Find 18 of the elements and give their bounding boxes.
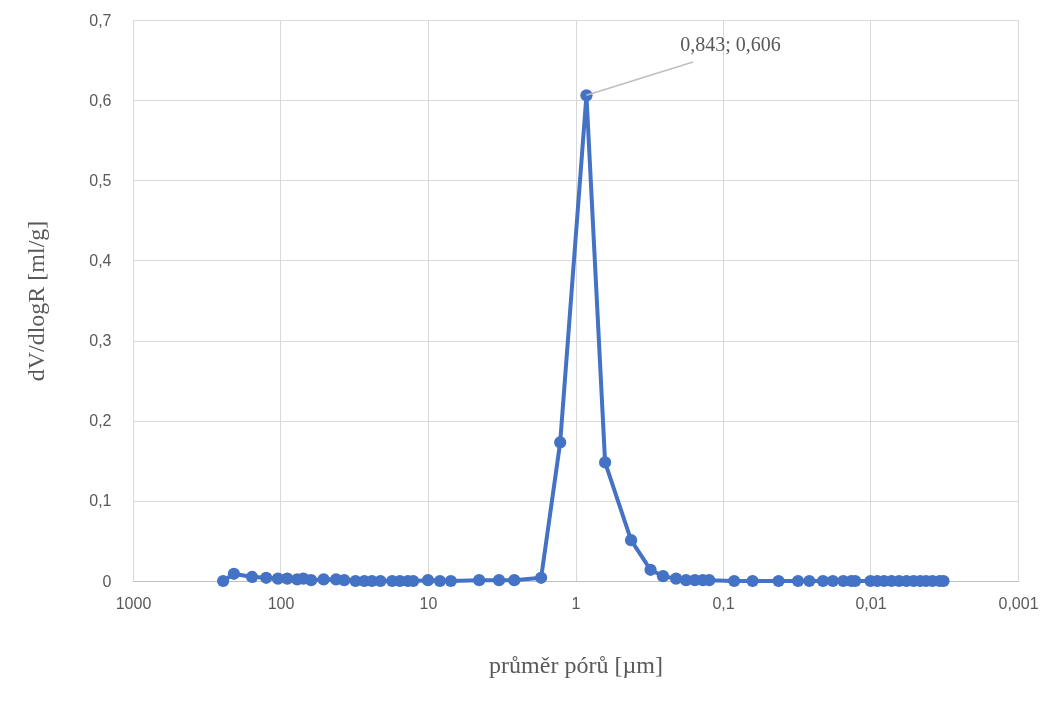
y-tick-label: 0,4 [89, 251, 112, 269]
y-axis-title: dV/dlogR [ml/g] [23, 220, 50, 382]
y-tick-label: 0,2 [89, 412, 112, 430]
annotation: 0,843; 0,606 [680, 33, 781, 56]
y-tick-label: 0,7 [89, 11, 112, 29]
y-tick-label: 0,6 [89, 91, 112, 109]
y-tick-label: 0,5 [89, 171, 112, 189]
x-tick-label: 10 [419, 594, 438, 612]
x-tick-label: 0,01 [855, 594, 887, 612]
y-tick-label: 0 [102, 572, 112, 590]
x-tick-label: 100 [267, 594, 295, 612]
y-tick-label: 0,1 [89, 492, 112, 510]
x-axis-title: průměr pórů [µm] [489, 651, 663, 678]
x-tick-label: 0,1 [712, 594, 735, 612]
x-tick-label: 1 [571, 594, 581, 612]
y-tick-label: 0,3 [89, 332, 112, 350]
x-tick-label: 1000 [115, 594, 152, 612]
x-tick-label: 0,001 [998, 594, 1039, 612]
